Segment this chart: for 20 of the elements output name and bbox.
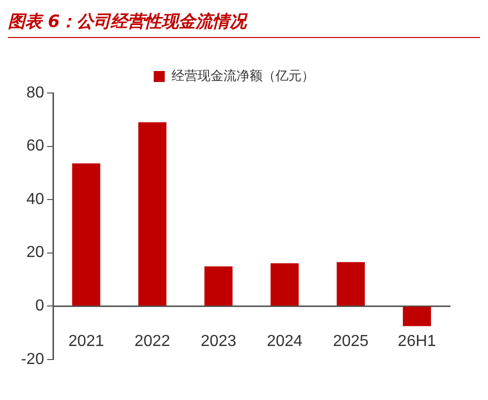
- x-tick-label: 2025: [332, 333, 369, 350]
- chart-title: 图表 6：公司经营性现金流情况: [8, 8, 480, 38]
- y-tick-label: 80: [26, 84, 44, 102]
- bar: [72, 163, 100, 306]
- y-tick-label: 40: [26, 190, 44, 208]
- bar: [402, 306, 431, 326]
- x-tick-label: 2024: [266, 333, 303, 350]
- bar: [204, 266, 233, 306]
- bar: [138, 122, 166, 306]
- x-tick-label: 26H1: [398, 333, 436, 350]
- y-tick-label: 20: [26, 244, 44, 262]
- x-tick-label: 2021: [68, 333, 104, 350]
- bar: [270, 263, 299, 306]
- x-tick-label: 2023: [200, 333, 236, 350]
- y-tick-label: 60: [26, 138, 44, 155]
- y-tick-label: -20: [21, 350, 44, 368]
- legend-label: 经营现金流净额（亿元）: [171, 68, 314, 84]
- bar: [336, 262, 365, 306]
- y-tick-label: 0: [35, 298, 44, 315]
- x-tick-label: 2022: [134, 333, 170, 350]
